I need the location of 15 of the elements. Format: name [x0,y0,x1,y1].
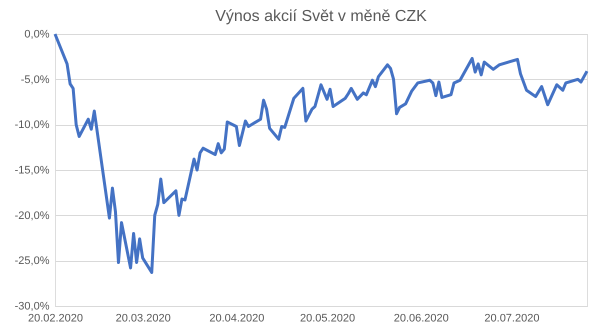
x-tick-label: 20.04.2020 [209,312,264,324]
x-tick-label: 20.06.2020 [394,312,449,324]
y-tick-label: -15,0% [14,164,50,176]
y-tick-label: -20,0% [14,210,50,222]
x-tick-label: 20.05.2020 [300,312,356,324]
y-tick-label: -5,0% [20,74,50,86]
line-series [54,32,588,274]
y-tick-label: -10,0% [14,119,50,132]
y-tick-label: -30,0% [14,300,50,312]
chart-title: Výnos akcií Svět v měně CZK [215,8,428,25]
x-tick-label: 20.03.2020 [116,312,171,324]
x-tick-label: 20.02.2020 [28,312,84,324]
x-tick-label: 20.07.2020 [484,312,540,324]
y-tick-label: -25,0% [14,255,50,268]
y-tick-label: 0,0% [24,28,50,40]
